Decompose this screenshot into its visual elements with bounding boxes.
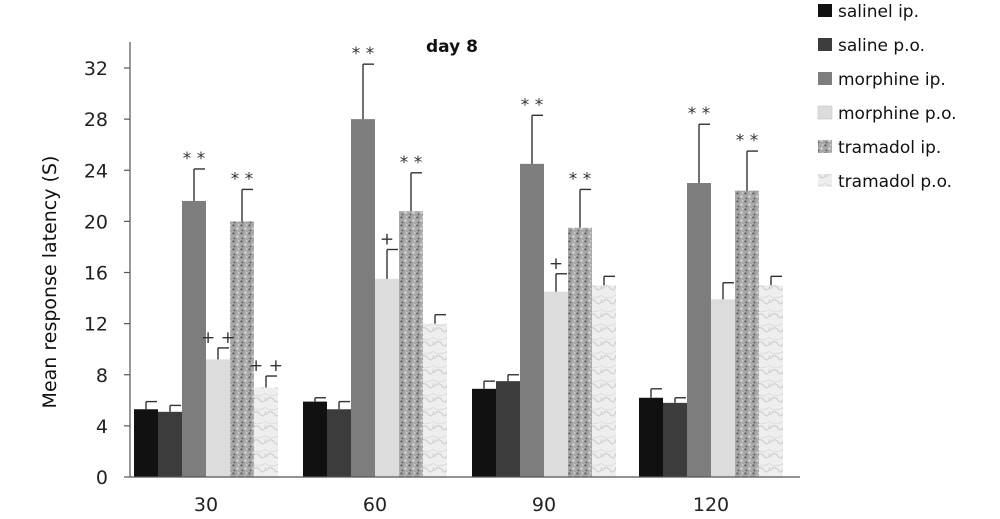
significance-mark: + + xyxy=(201,328,235,348)
y-tick-label: 24 xyxy=(84,160,108,182)
significance-mark: * * xyxy=(231,169,253,189)
bar xyxy=(568,227,592,477)
bar xyxy=(423,323,447,477)
significance-mark: * * xyxy=(352,44,374,64)
legend-label: salinel ip. xyxy=(838,2,919,22)
bar xyxy=(375,278,399,477)
bar xyxy=(663,402,687,477)
bar xyxy=(182,200,206,478)
y-tick-label: 32 xyxy=(84,58,108,80)
bar xyxy=(327,409,351,477)
y-axis-ticks: 0 4 8 12 16 20 24 28 32 xyxy=(84,58,130,489)
error-bars xyxy=(145,63,782,412)
bar xyxy=(158,411,182,477)
bar xyxy=(472,388,496,477)
legend-label: tramadol ip. xyxy=(838,138,941,158)
legend: salinel ip. saline p.o. morphine ip. morphi… xyxy=(817,2,957,192)
legend-label: morphine ip. xyxy=(838,70,946,90)
y-tick-label: 12 xyxy=(84,314,108,336)
bar xyxy=(496,381,520,477)
legend-swatch xyxy=(817,105,833,120)
legend-label: tramadol p.o. xyxy=(838,172,952,192)
bar xyxy=(351,119,375,477)
x-tick-label: 120 xyxy=(693,494,729,516)
y-tick-label: 4 xyxy=(96,416,108,438)
bar xyxy=(230,221,254,477)
significance-annotations: * * * * * * * * + + + + * * * * * * * * + + xyxy=(183,44,758,376)
legend-swatch xyxy=(818,174,832,187)
bar xyxy=(759,285,783,477)
significance-mark: + xyxy=(380,229,394,249)
significance-mark: + + xyxy=(249,356,283,376)
significance-mark: * * xyxy=(400,153,422,173)
significance-mark: * * xyxy=(688,104,710,124)
legend-swatch xyxy=(818,72,832,85)
bar xyxy=(520,163,544,477)
y-tick-label: 8 xyxy=(96,365,108,387)
significance-mark: * * xyxy=(183,149,205,169)
bar xyxy=(254,387,278,477)
y-tick-label: 0 xyxy=(96,467,108,489)
y-tick-label: 28 xyxy=(84,109,108,131)
bar xyxy=(711,299,735,477)
chart-title: day 8 xyxy=(426,37,478,57)
significance-mark: * * xyxy=(736,131,758,151)
y-tick-label: 16 xyxy=(84,263,108,285)
bar xyxy=(399,211,423,477)
bar xyxy=(735,190,759,477)
legend-swatch xyxy=(818,140,832,153)
legend-swatch xyxy=(818,38,832,51)
bar xyxy=(206,359,230,477)
y-tick-label: 20 xyxy=(84,211,108,233)
y-axis-label: Mean response latency (S) xyxy=(39,156,61,409)
significance-mark: + xyxy=(549,254,563,274)
bar-series xyxy=(134,119,783,478)
legend-label: saline p.o. xyxy=(838,36,925,56)
legend-label: morphine p.o. xyxy=(838,104,957,124)
bar xyxy=(592,285,616,477)
bar xyxy=(639,397,663,477)
bar xyxy=(303,401,327,477)
bar xyxy=(544,291,568,477)
legend-swatch xyxy=(818,4,832,17)
x-tick-label: 90 xyxy=(532,494,556,516)
x-tick-label: 60 xyxy=(363,494,387,516)
bar xyxy=(687,183,711,477)
significance-mark: * * xyxy=(521,95,543,115)
x-axis-ticks: 30 60 90 120 xyxy=(194,494,729,516)
x-tick-label: 30 xyxy=(194,494,218,516)
significance-mark: * * xyxy=(569,169,591,189)
bar xyxy=(134,409,158,477)
